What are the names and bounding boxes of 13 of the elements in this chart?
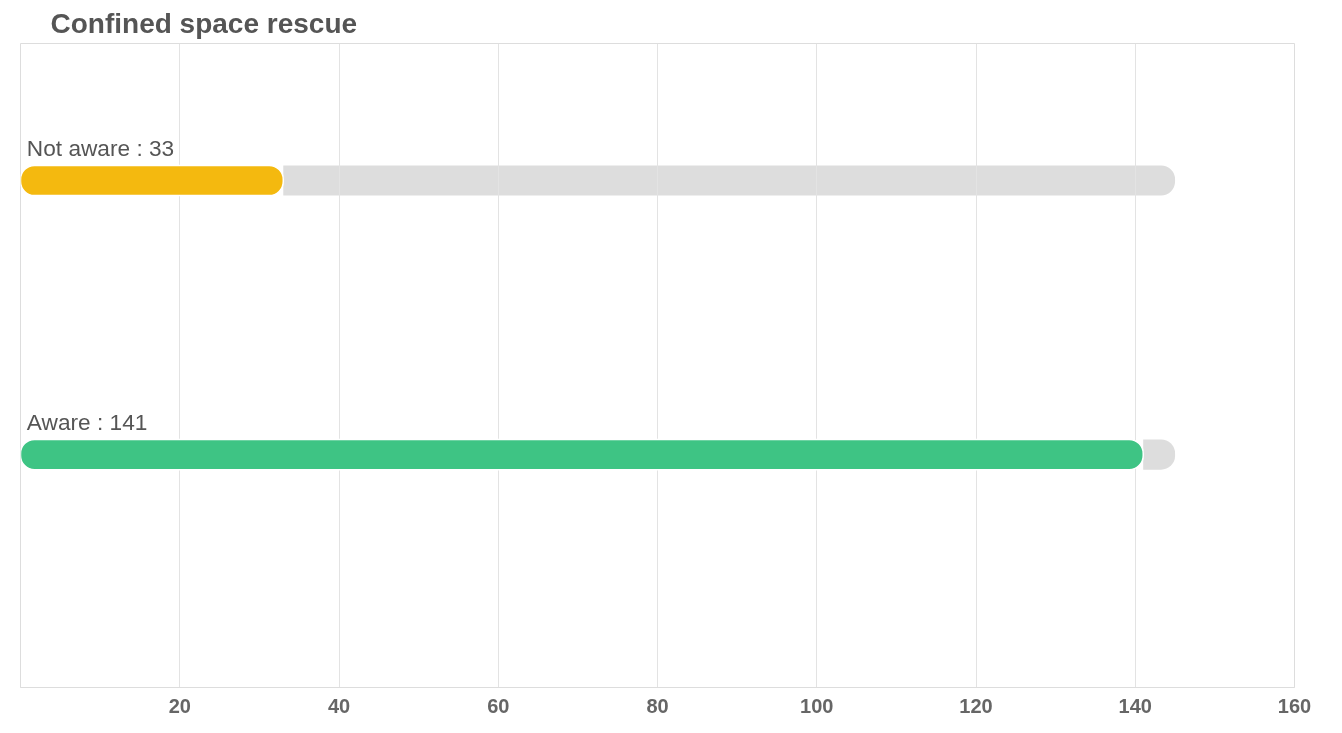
x-tick-label: 60 bbox=[487, 694, 510, 717]
x-tick-label: 140 bbox=[1118, 694, 1152, 717]
x-tick-label: 20 bbox=[168, 694, 191, 717]
data-label: Not aware : 33 bbox=[26, 135, 175, 162]
bar bbox=[20, 164, 285, 197]
x-tick-label: 100 bbox=[800, 694, 834, 717]
chart-title: Confined space rescue bbox=[50, 7, 358, 39]
x-tick-label: 40 bbox=[327, 694, 351, 717]
x-tick-label: 80 bbox=[646, 694, 669, 717]
bar bbox=[20, 438, 1144, 471]
data-label: Aware : 141 bbox=[26, 409, 148, 436]
x-tick-label: 120 bbox=[959, 694, 993, 717]
x-tick-label: 160 bbox=[1277, 694, 1312, 717]
